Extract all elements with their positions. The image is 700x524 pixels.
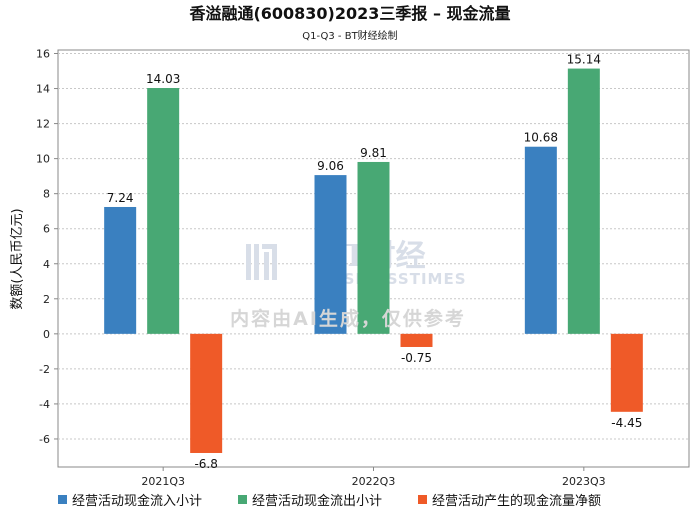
- bar: [314, 175, 347, 334]
- legend-swatch: [238, 495, 247, 504]
- data-label: 9.06: [317, 159, 344, 173]
- data-label: 10.68: [524, 131, 558, 145]
- data-label: 9.81: [360, 146, 387, 160]
- bar: [104, 206, 137, 334]
- bar: [567, 68, 600, 334]
- y-axis-ticks: -6 -4 -2 0 2 4 6 8 10 12 14 16: [36, 48, 58, 446]
- data-label: 14.03: [146, 72, 180, 86]
- x-category-label: 2021Q3: [141, 475, 185, 488]
- legend-swatch: [58, 495, 67, 504]
- legend-label: 经营活动现金流出小计: [252, 493, 382, 509]
- bar: [400, 333, 433, 347]
- data-label: -0.75: [401, 351, 432, 365]
- data-label: 7.24: [107, 191, 134, 205]
- legend-label: 经营活动产生的现金流量净额: [432, 493, 601, 509]
- bar: [524, 146, 557, 334]
- y-tick-label: 6: [43, 223, 50, 236]
- y-tick-label: 8: [43, 188, 50, 201]
- y-tick-label: 4: [43, 258, 50, 271]
- y-tick-label: -6: [39, 433, 50, 446]
- y-tick-label: 12: [36, 118, 50, 131]
- bar: [357, 161, 390, 334]
- y-axis-label: 数额(人民币亿元): [10, 208, 25, 309]
- y-tick-label: -2: [39, 363, 50, 376]
- data-label: -4.45: [611, 416, 642, 430]
- bar: [190, 333, 223, 453]
- x-category-label: 2023Q3: [562, 475, 606, 488]
- y-tick-label: 16: [36, 48, 50, 61]
- x-category-label: 2022Q3: [352, 475, 396, 488]
- data-label: 15.14: [567, 53, 601, 67]
- y-tick-label: 10: [36, 153, 50, 166]
- legend: 经营活动现金流入小计 经营活动现金流出小计 经营活动产生的现金流量净额: [58, 493, 601, 509]
- legend-label: 经营活动现金流入小计: [72, 493, 202, 509]
- data-label: -6.8: [194, 457, 217, 471]
- bar: [147, 88, 180, 334]
- x-axis-categories: 2021Q3 2022Q3 2023Q3: [141, 467, 606, 488]
- chart-title: 香溢融通(600830)2023三季报 – 现金流量: [188, 4, 510, 23]
- bar: [610, 333, 643, 412]
- y-tick-label: 2: [43, 293, 50, 306]
- watermark-logo-icon: [246, 244, 277, 280]
- y-tick-label: 0: [43, 328, 50, 341]
- watermark-ai-notice: 内容由AI生成，仅供参考: [230, 307, 466, 330]
- legend-swatch: [418, 495, 427, 504]
- bars: 7.24 14.03 -6.8 9.06 9.81 -0.75 10.68 15.14 -4.4…: [104, 53, 643, 471]
- y-tick-label: -4: [39, 398, 50, 411]
- watermark-brand-sub: BUSINESSTIMES: [318, 270, 467, 288]
- chart-subtitle: Q1-Q3 - BT财经绘制: [302, 29, 397, 42]
- y-tick-label: 14: [36, 83, 50, 96]
